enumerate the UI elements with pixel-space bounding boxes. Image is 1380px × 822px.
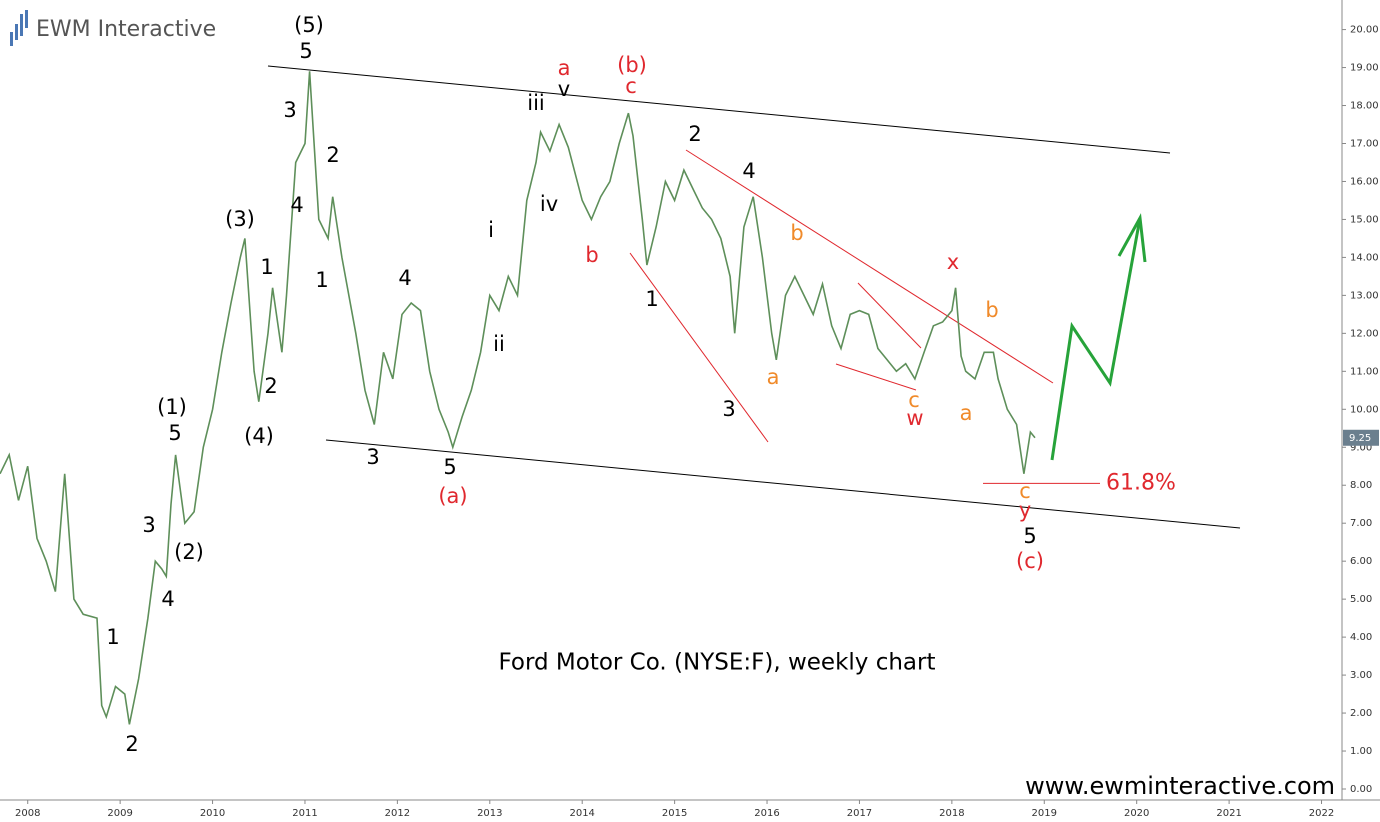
y-tick-label: 15.00 xyxy=(1350,214,1379,225)
y-tick-label: 10.00 xyxy=(1350,404,1379,415)
wave-label: 3 xyxy=(283,98,296,122)
y-tick-label: 16.00 xyxy=(1350,176,1379,187)
wave-label: 5 xyxy=(299,39,312,63)
wave-label: 5 xyxy=(1023,524,1036,548)
y-tick-label: 7.00 xyxy=(1350,518,1372,529)
y-tick-label: 0.00 xyxy=(1350,784,1372,795)
wave-label: iv xyxy=(540,192,558,216)
y-tick-label: 14.00 xyxy=(1350,252,1379,263)
x-tick-label: 2017 xyxy=(847,808,872,819)
x-tick-label: 2016 xyxy=(754,808,779,819)
wave-label: 4 xyxy=(290,193,303,217)
wave-label: a xyxy=(960,401,973,425)
url: www.ewminteractive.com xyxy=(1025,772,1335,800)
x-tick-label: 2014 xyxy=(569,808,594,819)
wave-label: y xyxy=(1019,498,1031,522)
wave-label: (a) xyxy=(438,484,467,508)
y-tick-label: 13.00 xyxy=(1350,290,1379,301)
y-tick-label: 2.00 xyxy=(1350,708,1372,719)
y-tick-label: 5.00 xyxy=(1350,594,1372,605)
y-tick-label: 4.00 xyxy=(1350,632,1372,643)
y-tick-label: 1.00 xyxy=(1350,746,1372,757)
wave-label: 2 xyxy=(326,143,339,167)
wave-label: v xyxy=(558,77,570,101)
x-tick-label: 2013 xyxy=(477,808,502,819)
y-tick-label: 11.00 xyxy=(1350,366,1379,377)
x-tick-label: 2018 xyxy=(939,808,964,819)
wave-label: c xyxy=(625,74,637,98)
x-tick-label: 2021 xyxy=(1216,808,1241,819)
wave-label: x xyxy=(947,250,959,274)
projection-arrow xyxy=(1050,213,1147,461)
wave-label: 1 xyxy=(645,287,658,311)
last-price-label: 9.25 xyxy=(1349,433,1371,444)
wave-label: c xyxy=(1019,479,1031,503)
wave-label: 4 xyxy=(161,587,174,611)
wave-label: a xyxy=(767,365,780,389)
y-tick-label: 12.00 xyxy=(1350,328,1379,339)
wave-label: (5) xyxy=(294,13,324,37)
price-line xyxy=(0,71,1036,725)
y-tick-label: 6.00 xyxy=(1350,556,1372,567)
wave-label: 4 xyxy=(742,159,755,183)
wave-label: i xyxy=(488,218,494,242)
wave-label: (4) xyxy=(244,424,274,448)
fib-label: 61.8% xyxy=(1106,470,1176,495)
wave-label: 1 xyxy=(106,625,119,649)
x-tick-label: 2019 xyxy=(1032,808,1057,819)
x-tick-label: 2022 xyxy=(1309,808,1334,819)
wave-label: 1 xyxy=(260,255,273,279)
wave-label: (3) xyxy=(225,207,255,231)
wave-label: b xyxy=(585,243,598,267)
x-tick-label: 2009 xyxy=(107,808,132,819)
wave-label: iii xyxy=(527,91,545,115)
last-price-box xyxy=(1343,429,1379,446)
wave-label: (2) xyxy=(174,540,204,564)
wave-label: 3 xyxy=(142,513,155,537)
caption: Ford Motor Co. (NYSE:F), weekly chart xyxy=(498,650,935,676)
wave-label: (1) xyxy=(157,395,187,419)
wave-label: 3 xyxy=(722,397,735,421)
wave-label: b xyxy=(985,298,998,322)
x-tick-label: 2008 xyxy=(15,808,40,819)
wave-label: (b) xyxy=(617,53,647,77)
wave-label: ii xyxy=(493,332,505,356)
x-tick-label: 2012 xyxy=(385,808,410,819)
wave-label: 4 xyxy=(398,266,411,290)
wave-label: 2 xyxy=(125,732,138,756)
wave-label: 5 xyxy=(168,421,181,445)
x-tick-label: 2011 xyxy=(292,808,317,819)
wave-label: 1 xyxy=(315,268,328,292)
y-tick-label: 20.00 xyxy=(1350,25,1379,36)
y-tick-label: 19.00 xyxy=(1350,63,1379,74)
x-tick-label: 2010 xyxy=(200,808,225,819)
x-tick-label: 2020 xyxy=(1124,808,1149,819)
wave-label: 5 xyxy=(443,455,456,479)
wave-label: c xyxy=(908,388,920,412)
x-tick-label: 2015 xyxy=(662,808,687,819)
wave-label: 3 xyxy=(366,445,379,469)
logo-icon xyxy=(10,10,28,46)
wave-label: b xyxy=(790,221,803,245)
logo-text: EWM Interactive xyxy=(36,17,216,42)
wave-label: w xyxy=(906,406,923,430)
y-tick-label: 3.00 xyxy=(1350,670,1372,681)
y-tick-label: 17.00 xyxy=(1350,138,1379,149)
wave-label: 2 xyxy=(688,122,701,146)
y-tick-label: 8.00 xyxy=(1350,480,1372,491)
wave-label: 2 xyxy=(264,374,277,398)
wave-label: (c) xyxy=(1016,549,1044,573)
channel-lines xyxy=(267,65,1241,529)
y-tick-label: 9.00 xyxy=(1350,442,1372,453)
wave-label: a xyxy=(558,56,571,80)
y-tick-label: 18.00 xyxy=(1350,101,1379,112)
